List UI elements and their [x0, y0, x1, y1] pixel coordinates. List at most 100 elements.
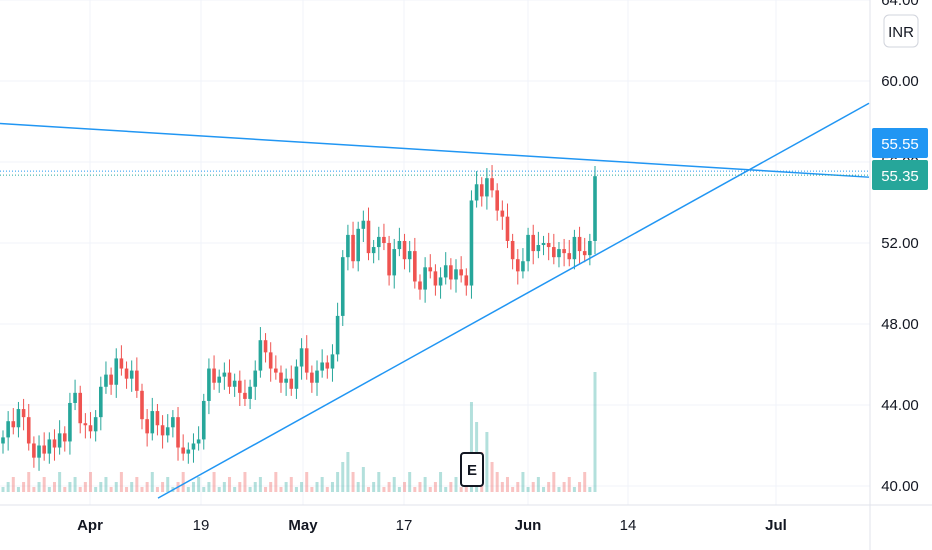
candle[interactable]	[222, 362, 227, 390]
candle[interactable]	[129, 360, 134, 392]
trendline-resistance[interactable]	[0, 122, 870, 178]
candle[interactable]	[26, 403, 31, 451]
candle[interactable]	[289, 365, 294, 396]
candle[interactable]	[552, 233, 556, 265]
candle[interactable]	[382, 223, 386, 251]
candle[interactable]	[449, 258, 453, 290]
candle[interactable]	[351, 221, 355, 269]
candle[interactable]	[124, 361, 129, 389]
candle[interactable]	[32, 436, 36, 468]
candle[interactable]	[361, 210, 366, 242]
candle[interactable]	[83, 413, 88, 439]
candle[interactable]	[42, 432, 46, 461]
candle[interactable]	[78, 385, 83, 434]
candle[interactable]	[207, 358, 211, 415]
candle[interactable]	[109, 367, 113, 395]
candle[interactable]	[212, 355, 216, 390]
candle[interactable]	[284, 368, 288, 396]
candle[interactable]	[371, 239, 376, 264]
candle[interactable]	[438, 267, 443, 299]
candle[interactable]	[11, 408, 16, 435]
candle[interactable]	[238, 370, 242, 407]
candle[interactable]	[356, 221, 360, 272]
candle[interactable]	[588, 233, 592, 266]
candle[interactable]	[248, 379, 252, 410]
candle[interactable]	[387, 235, 391, 286]
candle[interactable]	[392, 238, 397, 289]
candle[interactable]	[160, 415, 165, 449]
candle[interactable]	[310, 365, 314, 393]
candle[interactable]	[320, 349, 324, 378]
candle[interactable]	[340, 250, 345, 327]
candle[interactable]	[253, 360, 258, 400]
candle[interactable]	[557, 241, 561, 268]
candle[interactable]	[68, 392, 72, 455]
candle[interactable]	[279, 365, 283, 393]
candle[interactable]	[6, 411, 10, 451]
candle[interactable]	[428, 254, 433, 279]
candle[interactable]	[181, 434, 185, 461]
trendlines[interactable]	[0, 102, 870, 499]
candle[interactable]	[104, 361, 108, 394]
candle[interactable]	[454, 259, 458, 293]
candle[interactable]	[413, 237, 417, 289]
candle[interactable]	[171, 410, 175, 438]
candle[interactable]	[37, 435, 41, 471]
candle[interactable]	[464, 268, 469, 296]
trendline-support[interactable]	[157, 102, 870, 499]
candle[interactable]	[150, 397, 155, 441]
candle[interactable]	[376, 226, 381, 261]
candle[interactable]	[433, 264, 438, 296]
candle[interactable]	[335, 302, 340, 362]
candle[interactable]	[325, 355, 330, 379]
candle[interactable]	[469, 190, 474, 299]
candle[interactable]	[500, 200, 505, 230]
candlesticks[interactable]	[1, 165, 597, 471]
candle[interactable]	[263, 333, 268, 363]
candle[interactable]	[73, 379, 77, 411]
candle[interactable]	[510, 233, 515, 270]
candle[interactable]	[330, 344, 335, 382]
candle[interactable]	[47, 432, 52, 464]
candle[interactable]	[541, 235, 546, 256]
candle[interactable]	[52, 429, 57, 461]
candle[interactable]	[315, 360, 319, 396]
candle[interactable]	[582, 237, 587, 263]
candle[interactable]	[572, 229, 577, 270]
currency-badge[interactable]: INR	[883, 14, 919, 48]
candle[interactable]	[227, 359, 232, 394]
candle[interactable]	[1, 430, 5, 454]
candle[interactable]	[536, 231, 541, 259]
candle[interactable]	[99, 376, 103, 431]
candle[interactable]	[176, 407, 180, 461]
candle[interactable]	[114, 348, 119, 398]
candle[interactable]	[196, 426, 201, 451]
candle[interactable]	[531, 224, 536, 265]
candle[interactable]	[567, 239, 572, 267]
candle[interactable]	[93, 410, 98, 442]
candle[interactable]	[140, 383, 144, 430]
candle[interactable]	[57, 420, 62, 455]
candle[interactable]	[274, 355, 278, 380]
candle[interactable]	[155, 403, 160, 436]
candle[interactable]	[232, 373, 237, 397]
candle[interactable]	[135, 357, 139, 398]
candle[interactable]	[346, 224, 350, 271]
candle[interactable]	[186, 442, 191, 464]
candle[interactable]	[546, 232, 551, 261]
candle[interactable]	[459, 256, 463, 283]
candle[interactable]	[165, 414, 170, 443]
candle[interactable]	[304, 335, 309, 380]
candle[interactable]	[119, 345, 124, 376]
candle[interactable]	[443, 252, 448, 285]
candle[interactable]	[423, 257, 427, 303]
candle[interactable]	[16, 401, 21, 438]
candle[interactable]	[521, 248, 525, 279]
candle[interactable]	[191, 433, 196, 463]
candle[interactable]	[593, 166, 597, 255]
candle[interactable]	[407, 240, 412, 273]
candle[interactable]	[62, 426, 67, 452]
candle[interactable]	[479, 177, 484, 207]
